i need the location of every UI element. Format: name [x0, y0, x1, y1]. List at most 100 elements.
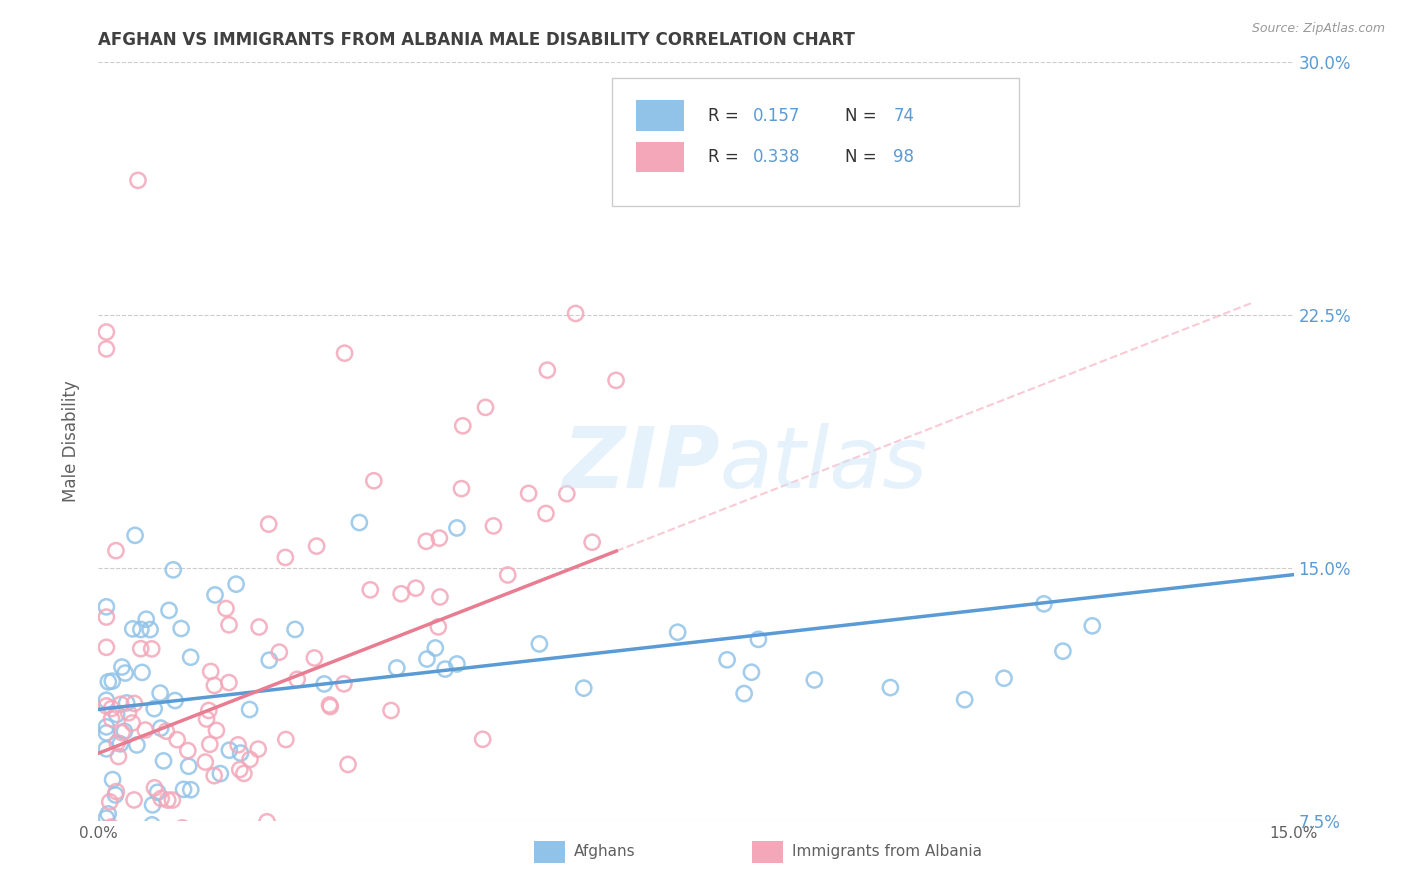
Point [115, 696, 138, 710]
Point [218, 743, 240, 757]
Point [156, 793, 179, 807]
Point [333, 346, 356, 360]
Point [96, 840, 118, 855]
Point [416, 652, 439, 666]
Point [110, 698, 132, 712]
Point [111, 660, 134, 674]
Point [202, 769, 225, 783]
Point [247, 620, 270, 634]
Point [146, 785, 169, 799]
Point [142, 859, 165, 873]
Point [239, 752, 262, 766]
Point [104, 543, 127, 558]
Point [122, 793, 145, 807]
Point [100, 820, 122, 834]
Point [96, 325, 118, 339]
Text: 74: 74 [893, 106, 914, 125]
Point [993, 671, 1015, 685]
Point [474, 401, 496, 415]
Point [149, 721, 172, 735]
Point [605, 373, 627, 387]
Point [232, 766, 254, 780]
Point [215, 601, 238, 615]
Point [247, 742, 270, 756]
Point [337, 757, 360, 772]
Point [218, 840, 240, 855]
Point [305, 539, 328, 553]
Point [105, 881, 128, 892]
Point [117, 706, 139, 720]
Point [134, 723, 156, 737]
Point [96, 610, 118, 624]
Point [97, 806, 120, 821]
Point [517, 486, 540, 500]
Point [96, 742, 118, 756]
Point [104, 788, 127, 802]
Point [385, 661, 408, 675]
Point [319, 699, 342, 714]
Point [257, 517, 280, 532]
Point [107, 749, 129, 764]
Point [131, 838, 153, 852]
Text: Immigrants from Albania: Immigrants from Albania [792, 845, 981, 859]
Point [564, 306, 586, 320]
Text: R =: R = [709, 148, 744, 166]
Point [204, 588, 226, 602]
Point [166, 732, 188, 747]
Point [380, 704, 402, 718]
Point [1032, 597, 1054, 611]
Point [200, 665, 222, 679]
Point [96, 640, 118, 655]
Point [1052, 644, 1074, 658]
Point [285, 673, 308, 687]
Point [496, 568, 519, 582]
Point [110, 737, 132, 751]
Point [304, 651, 326, 665]
Point [415, 534, 437, 549]
Point [142, 797, 165, 812]
Point [389, 587, 412, 601]
Point [157, 603, 180, 617]
Text: 98: 98 [893, 148, 914, 166]
Text: N =: N = [845, 148, 882, 166]
Point [111, 881, 134, 892]
Point [125, 738, 148, 752]
Point [429, 531, 451, 545]
Text: Afghans: Afghans [574, 845, 636, 859]
Point [239, 702, 262, 716]
Text: ZIP: ZIP [562, 423, 720, 506]
Point [218, 675, 240, 690]
Point [450, 482, 472, 496]
Text: N =: N = [845, 106, 882, 125]
Point [96, 720, 118, 734]
Point [256, 814, 278, 829]
Point [529, 637, 551, 651]
Point [471, 732, 494, 747]
Point [446, 657, 468, 671]
Point [229, 763, 252, 777]
Point [129, 641, 152, 656]
Point [879, 681, 901, 695]
Point [349, 516, 371, 530]
Point [101, 772, 124, 787]
Y-axis label: Male Disability: Male Disability [62, 381, 80, 502]
Text: R =: R = [709, 106, 744, 125]
Point [218, 618, 240, 632]
Point [434, 662, 457, 676]
Point [96, 599, 118, 614]
Point [226, 738, 249, 752]
Point [180, 650, 202, 665]
Point [97, 822, 120, 836]
Text: 0.157: 0.157 [754, 106, 800, 125]
Point [124, 528, 146, 542]
Point [173, 782, 195, 797]
Point [127, 173, 149, 187]
Point [536, 363, 558, 377]
Point [97, 674, 120, 689]
Point [98, 795, 121, 809]
Point [129, 623, 152, 637]
Point [100, 701, 122, 715]
Point [333, 677, 356, 691]
Bar [637, 101, 685, 130]
Text: 0.338: 0.338 [754, 148, 801, 166]
